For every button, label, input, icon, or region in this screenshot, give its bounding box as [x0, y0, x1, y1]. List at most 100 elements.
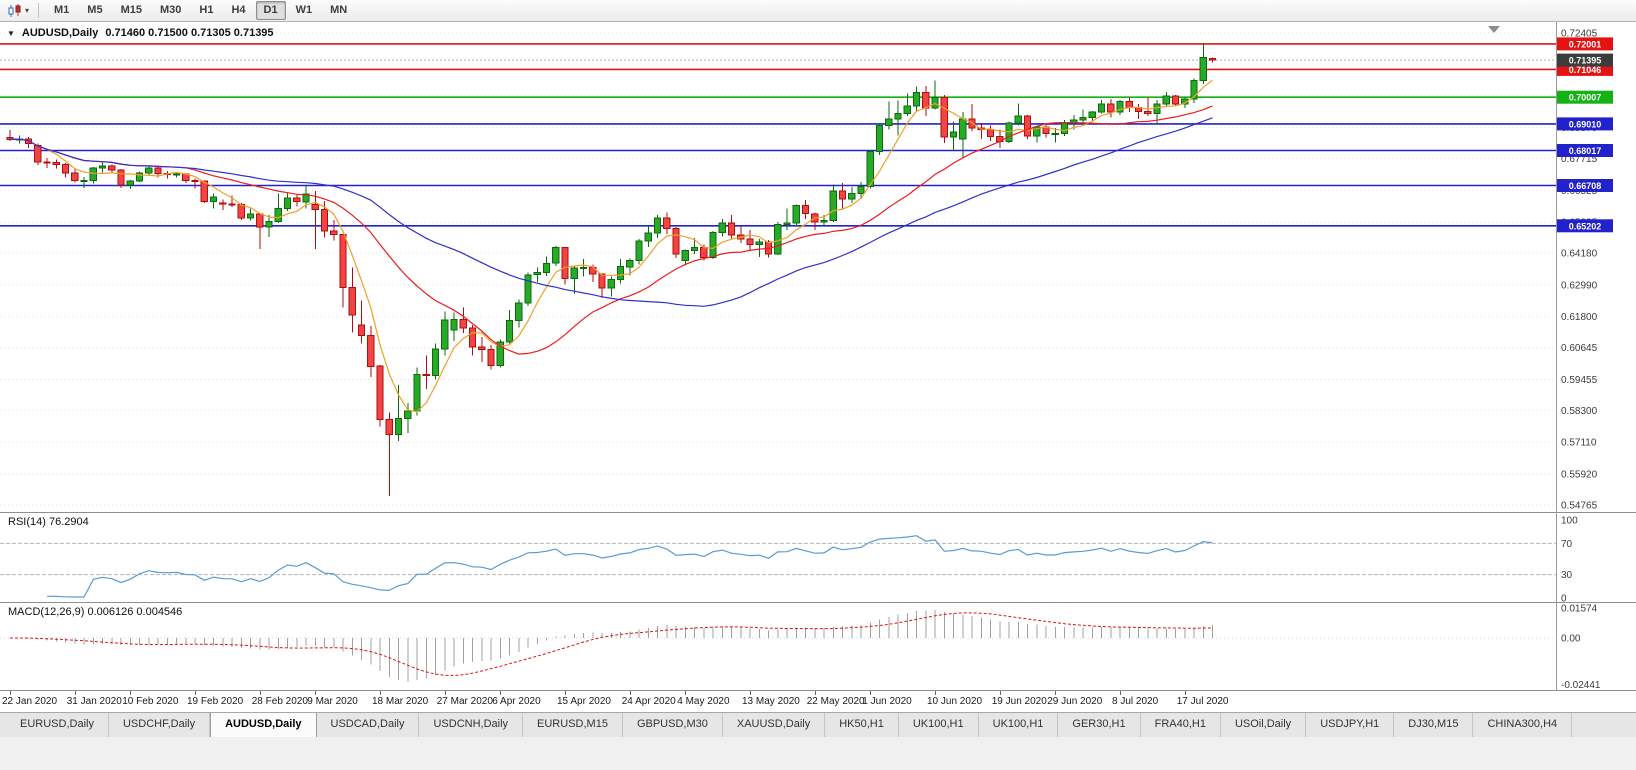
- svg-text:0: 0: [1561, 594, 1567, 603]
- timeframe-button-m1[interactable]: M1: [54, 4, 70, 16]
- time-axis-label: 9 Mar 2020: [307, 696, 358, 707]
- time-axis-label: 31 Jan 2020: [66, 696, 122, 707]
- chart-tab-dj30-m15[interactable]: DJ30,M15: [1394, 713, 1474, 737]
- time-tick: [380, 691, 381, 695]
- svg-text:-0.02441: -0.02441: [1561, 680, 1601, 690]
- timeframe-button-w1[interactable]: W1: [295, 4, 313, 16]
- rsi-line: [46, 535, 1213, 598]
- time-tick: [814, 691, 816, 695]
- svg-text:0.64180: 0.64180: [1561, 249, 1598, 260]
- price-gridlines: [0, 32, 1556, 506]
- moving-average-5: [9, 79, 1213, 413]
- chart-title: ▼ AUDUSD,Daily 0.71460 0.71500 0.71305 0…: [7, 27, 274, 39]
- time-tick: [750, 691, 751, 695]
- chart-type-button[interactable]: ▾: [4, 3, 32, 19]
- svg-text:0.61800: 0.61800: [1561, 312, 1598, 323]
- svg-text:0.68017: 0.68017: [1569, 146, 1602, 156]
- svg-text:0.01574: 0.01574: [1561, 604, 1598, 615]
- chart-tab-china300-h4[interactable]: CHINA300,H4: [1473, 713, 1573, 737]
- time-tick: [999, 691, 1001, 695]
- price-chart-panel[interactable]: 0.724050.712500.700600.688700.677150.665…: [0, 22, 1636, 512]
- svg-text:0.54765: 0.54765: [1561, 500, 1598, 511]
- one-click-trading-collapse-icon[interactable]: ▼: [7, 28, 15, 38]
- time-axis-label: 4 May 2020: [677, 696, 730, 707]
- svg-text:70: 70: [1561, 539, 1573, 550]
- chart-tab-usdchf-daily[interactable]: USDCHF,Daily: [109, 713, 211, 737]
- chart-tab-xauusd-daily[interactable]: XAUUSD,Daily: [723, 713, 826, 737]
- dropdown-caret-icon: ▾: [25, 5, 30, 15]
- time-tick: [1120, 691, 1121, 695]
- svg-text:0.62990: 0.62990: [1561, 280, 1598, 291]
- rsi-axis-labels: 100 70 30 0: [1561, 516, 1578, 603]
- time-tick: [935, 691, 936, 695]
- time-axis-label: 24 Apr 2020: [621, 696, 676, 707]
- macd-label: MACD(12,26,9) 0.006126 0.004546: [8, 606, 183, 618]
- time-tick: [10, 691, 11, 695]
- time-tick: [870, 691, 872, 695]
- svg-text:0.71395: 0.71395: [1569, 56, 1602, 66]
- time-tick: [565, 691, 566, 695]
- chart-tabs-bar: EURUSD,Daily USDCHF,Daily AUDUSD,Daily USDC…: [0, 712, 1636, 737]
- toolbar-separator: [38, 3, 40, 18]
- macd-histogram: [28, 610, 1213, 682]
- svg-text:0.67715: 0.67715: [1561, 154, 1598, 165]
- time-tick: [195, 691, 196, 695]
- time-tick: [444, 691, 446, 695]
- time-axis-label: 17 Jul 2020: [1176, 696, 1229, 707]
- svg-text:0.65202: 0.65202: [1569, 221, 1602, 231]
- timeframe-button-m15[interactable]: M15: [120, 4, 142, 16]
- chart-tab-usoil-daily[interactable]: USOil,Daily: [1221, 713, 1307, 737]
- chart-tab-eurusd-daily[interactable]: EURUSD,Daily: [6, 713, 109, 737]
- timeframe-button-m30[interactable]: M30: [159, 4, 182, 16]
- macd-background: [0, 602, 1636, 690]
- timeframe-button-m5[interactable]: M5: [87, 4, 103, 16]
- chart-tab-usdcnh-daily[interactable]: USDCNH,Daily: [419, 713, 524, 737]
- svg-text:0.60645: 0.60645: [1561, 343, 1598, 354]
- time-axis-label: 27 Mar 2020: [436, 696, 493, 707]
- time-axis-label: 22 Jan 2020: [2, 696, 58, 707]
- current-price-badge: [1557, 53, 1613, 67]
- time-axis-label: 19 Jun 2020: [991, 696, 1047, 707]
- time-tick: [74, 691, 76, 695]
- time-tick: [685, 691, 687, 695]
- svg-text:0.71046: 0.71046: [1569, 65, 1602, 75]
- chart-tab-usdjpy-h1[interactable]: USDJPY,H1: [1306, 713, 1395, 737]
- time-axis-label: 1 Jun 2020: [862, 696, 912, 707]
- time-axis-label: 13 May 2020: [742, 696, 800, 707]
- chart-tab-usdcad-daily[interactable]: USDCAD,Daily: [317, 713, 420, 737]
- macd-axis-labels: 0.01574 0.00 -0.02441: [1561, 604, 1601, 691]
- chart-tab-hk50-h1[interactable]: HK50,H1: [825, 713, 899, 737]
- macd-indicator-panel[interactable]: 0.01574 0.00 -0.02441: [0, 602, 1636, 690]
- time-tick: [629, 691, 631, 695]
- time-tick: [1184, 691, 1186, 695]
- chart-tab-uk100-h1[interactable]: UK100,H1: [899, 713, 979, 737]
- macd-signal-line: [10, 612, 1213, 677]
- chart-tab-uk100-h1[interactable]: UK100,H1: [979, 713, 1059, 737]
- chart-tab-eurusd-m15[interactable]: EURUSD,M15: [523, 713, 623, 737]
- svg-text:0.72001: 0.72001: [1569, 39, 1602, 49]
- svg-text:100: 100: [1561, 516, 1578, 527]
- timeframe-button-mn[interactable]: MN: [330, 4, 348, 16]
- timeframe-button-d1[interactable]: D1: [255, 1, 286, 20]
- svg-text:0.66708: 0.66708: [1569, 181, 1602, 191]
- chart-tab-gbpusd-m30[interactable]: GBPUSD,M30: [623, 713, 723, 737]
- chart-tab-ger30-h1[interactable]: GER30,H1: [1058, 713, 1141, 737]
- time-axis[interactable]: 22 Jan 2020 31 Jan 2020 10 Feb 2020 19 Feb …: [0, 690, 1636, 712]
- chart-tab-fra40-h1[interactable]: FRA40,H1: [1141, 713, 1221, 737]
- rsi-background: [0, 512, 1636, 602]
- svg-text:0.69010: 0.69010: [1569, 119, 1602, 129]
- rsi-indicator-panel[interactable]: 100 70 30 0: [0, 512, 1636, 602]
- chart-shift-marker[interactable]: [1488, 26, 1500, 33]
- time-axis-label: 29 Jun 2020: [1047, 696, 1103, 707]
- time-axis-label: 18 Mar 2020: [372, 696, 429, 707]
- timeframe-button-h1[interactable]: H1: [199, 4, 214, 16]
- time-axis-label: 19 Feb 2020: [187, 696, 244, 707]
- timeframe-button-h4[interactable]: H4: [231, 4, 246, 16]
- moving-average-40: [9, 117, 1213, 307]
- rsi-label: RSI(14) 76.2904: [8, 516, 89, 528]
- svg-text:0.72405: 0.72405: [1561, 29, 1598, 40]
- svg-text:0.70007: 0.70007: [1569, 93, 1602, 103]
- chart-tab-audusd-daily[interactable]: AUDUSD,Daily: [210, 713, 317, 737]
- time-tick: [500, 691, 502, 695]
